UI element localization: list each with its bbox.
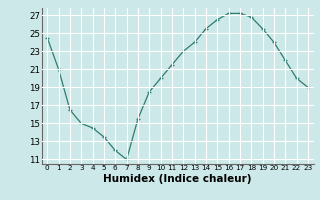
X-axis label: Humidex (Indice chaleur): Humidex (Indice chaleur) xyxy=(103,174,252,184)
